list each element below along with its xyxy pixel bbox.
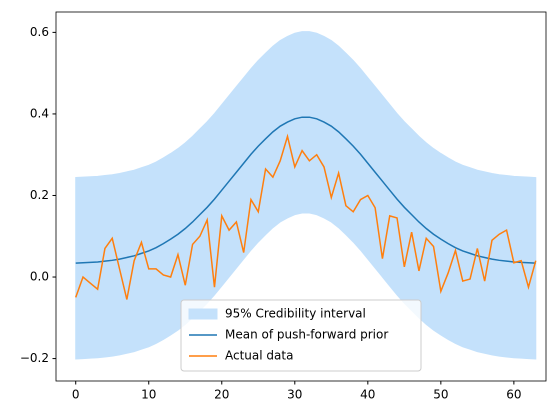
legend-label: Actual data <box>225 349 293 363</box>
series-line <box>75 133 537 300</box>
legend: 95% Credibility interval Mean of push-for… <box>180 299 422 372</box>
series-line <box>75 116 536 264</box>
x-tick-label: 30 <box>287 388 302 402</box>
x-tick-label: 10 <box>141 388 156 402</box>
legend-box <box>180 299 422 372</box>
x-tick-label: 60 <box>506 388 521 402</box>
x-tick-label: 0 <box>72 388 80 402</box>
legend-label: 95% Credibility interval <box>225 307 366 321</box>
y-tick-label: 0.4 <box>30 106 49 120</box>
legend-swatch <box>188 308 218 320</box>
x-tick-label: 20 <box>214 388 229 402</box>
y-tick-label: 0.2 <box>30 188 49 202</box>
y-tick-label: 0.6 <box>30 25 49 39</box>
axes-frame <box>55 11 547 382</box>
y-tick-label: −0.2 <box>20 351 49 365</box>
legend-label: Mean of push-forward prior <box>225 328 388 342</box>
credibility-band <box>75 31 537 360</box>
y-tick-label: 0.0 <box>30 270 49 284</box>
x-tick-label: 50 <box>433 388 448 402</box>
x-tick-label: 40 <box>360 388 375 402</box>
